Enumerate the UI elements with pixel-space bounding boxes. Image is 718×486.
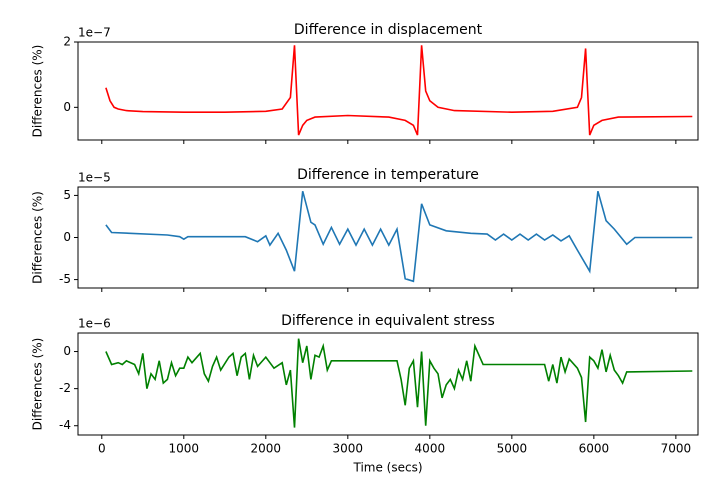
axes-frame	[77, 186, 699, 289]
y-axis-label: Differences (%)	[31, 338, 45, 431]
axes-frame	[77, 41, 699, 141]
offset-label: 1e−5	[78, 171, 111, 185]
data-line	[105, 190, 693, 283]
data-line	[105, 338, 693, 428]
y-tick-label: -5	[59, 272, 71, 286]
x-tick-label: 7000	[661, 442, 692, 456]
y-tick-label: 2	[63, 35, 71, 49]
offset-label: 1e−7	[78, 26, 111, 40]
x-axis-label: Time (secs)	[352, 461, 422, 475]
x-tick-label: 2000	[251, 442, 282, 456]
chart-title: Difference in displacement	[294, 22, 483, 38]
y-tick-label: 5	[63, 188, 71, 202]
axes-frame	[77, 332, 699, 436]
y-axis-label: Differences (%)	[31, 45, 45, 138]
chart-title: Difference in temperature	[297, 167, 479, 183]
x-tick-label: 6000	[579, 442, 610, 456]
data-line	[105, 45, 693, 136]
chart-title: Difference in equivalent stress	[281, 313, 495, 329]
y-tick-label: -4	[59, 418, 71, 432]
y-tick-label: 0	[63, 344, 71, 358]
y-tick-label: 0	[63, 100, 71, 114]
x-tick-label: 4000	[415, 442, 446, 456]
x-tick-label: 3000	[333, 442, 364, 456]
y-tick-label: -2	[59, 381, 71, 395]
x-tick-label: 5000	[497, 442, 528, 456]
x-tick-label: 0	[98, 442, 106, 456]
offset-label: 1e−6	[78, 317, 111, 331]
x-tick-label: 1000	[169, 442, 200, 456]
y-tick-label: 0	[63, 230, 71, 244]
y-axis-label: Differences (%)	[31, 191, 45, 284]
